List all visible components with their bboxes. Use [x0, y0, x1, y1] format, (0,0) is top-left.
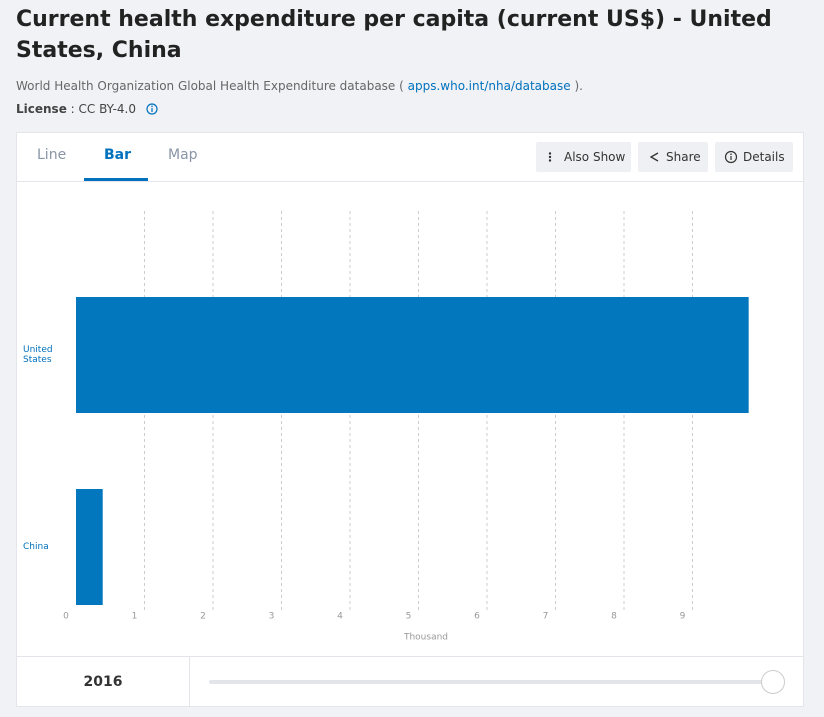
x-tick-label: 8 [611, 612, 617, 622]
license-label: License [16, 102, 67, 116]
x-axis-label: Thousand [403, 633, 448, 643]
tab-indicator [84, 178, 148, 181]
share-button[interactable]: Share [638, 142, 708, 172]
also-show-button[interactable]: Also Show [536, 142, 631, 172]
x-tick-label: 1 [132, 612, 138, 622]
x-tick-label: 9 [680, 612, 686, 622]
details-button[interactable]: Details [715, 142, 793, 172]
info-icon[interactable] [146, 103, 158, 115]
y-tick-label: United States [23, 345, 53, 365]
card: Line Bar Map Also Show Share Details Tho… [16, 132, 804, 707]
source-link[interactable]: apps.who.int/nha/database [407, 79, 571, 93]
slider-handle[interactable] [761, 670, 785, 694]
tab[interactable]: Line [37, 147, 67, 163]
bar [76, 297, 749, 413]
x-tick-label: 6 [474, 612, 480, 622]
source: World Health Organization Global Health … [16, 79, 583, 93]
slider-track[interactable] [209, 680, 774, 684]
source-prefix: World Health Organization Global Health … [16, 79, 404, 93]
button-label: Also Show [564, 150, 626, 164]
tab[interactable]: Bar [104, 147, 132, 163]
x-tick-label: 5 [406, 612, 412, 622]
button-label: Details [743, 150, 785, 164]
y-tick-label: China [23, 542, 49, 552]
x-tick-label: 3 [269, 612, 275, 622]
slider-year: 2016 [17, 657, 190, 707]
license: License : CC BY-4.0 [16, 102, 158, 116]
button-label: Share [666, 150, 701, 164]
tab-bar: Line Bar Map Also Show Share Details [17, 133, 803, 182]
x-tick-label: 2 [200, 612, 206, 622]
bar [76, 489, 103, 605]
source-suffix: ). [574, 79, 583, 93]
chart: Thousand 0 1 2 3 4 5 6 7 8 9 United States China [23, 211, 749, 643]
tab[interactable]: Map [168, 147, 198, 163]
license-text: : CC BY-4.0 [70, 102, 136, 116]
page-title: Current health expenditure per capita (c… [16, 7, 772, 63]
x-tick-label: 4 [337, 612, 343, 622]
time-slider: 2016 [17, 656, 803, 707]
x-tick-label: 0 [63, 612, 69, 622]
y-tick-label-box: China [23, 542, 49, 552]
y-tick-label-box: United States [23, 345, 53, 365]
x-tick-label: 7 [543, 612, 549, 622]
